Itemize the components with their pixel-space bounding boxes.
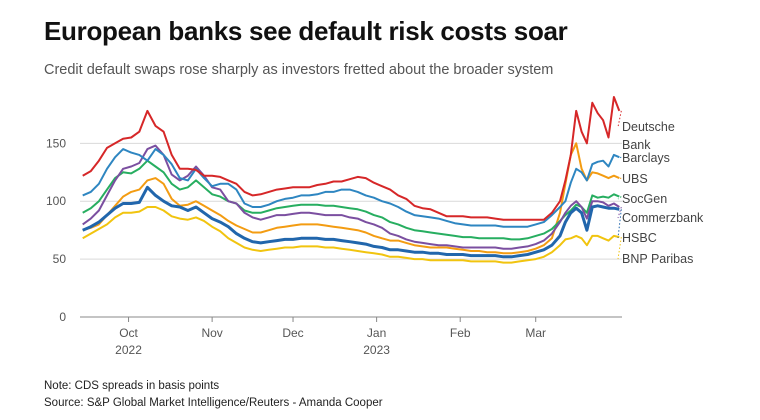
- leader-bnp-paribas: [617, 237, 622, 260]
- series-label-barclays: Barclays: [622, 151, 670, 165]
- units-note: Note: CDS spreads in basis points: [44, 380, 220, 392]
- series-line-ubs: [82, 142, 620, 255]
- series-label-hsbc: HSBC: [622, 231, 657, 245]
- series-label-ubs: UBS: [622, 172, 648, 186]
- x-tick-year-label: 2022: [115, 343, 142, 357]
- chart-title: European banks see default risk costs so…: [44, 16, 568, 46]
- series-line-bnp-paribas: [82, 206, 620, 264]
- series-line-hsbc: [82, 185, 620, 259]
- series-label-deutsche-bank-line2: Bank: [622, 138, 651, 152]
- series-line-barclays: [82, 148, 620, 228]
- y-tick-label: 150: [46, 136, 66, 150]
- y-tick-label: 0: [59, 310, 66, 324]
- x-tick-label: Feb: [450, 326, 471, 340]
- x-tick-label: Jan: [367, 326, 386, 340]
- y-tick-label: 100: [46, 194, 66, 208]
- leader-hsbc: [617, 209, 622, 239]
- series-label-commerzbank: Commerzbank: [622, 211, 704, 225]
- series-line-socgen: [82, 159, 620, 241]
- x-tick-year-label: 2023: [363, 343, 390, 357]
- y-tick-label: 50: [53, 252, 67, 266]
- series-label-deutsche-bank-line1: Deutsche: [622, 120, 675, 134]
- series-line-commerzbank: [82, 144, 620, 250]
- source-note: Source: S&P Global Market Intelligence/R…: [44, 397, 383, 409]
- x-tick-label: Dec: [282, 326, 303, 340]
- series-line-deutsche-bank: [82, 96, 621, 221]
- leader-barclays: [617, 156, 622, 159]
- series-label-bnp-paribas: BNP Paribas: [622, 252, 693, 266]
- leader-socgen: [617, 196, 622, 200]
- leader-deutsche-bank: [617, 110, 622, 128]
- chart-subtitle: Credit default swaps rose sharply as inv…: [44, 62, 554, 78]
- leader-ubs: [617, 177, 622, 180]
- x-tick-label: Nov: [201, 326, 222, 340]
- series-label-socgen: SocGen: [622, 192, 667, 206]
- x-tick-label: Mar: [525, 326, 546, 340]
- x-tick-label: Oct: [119, 326, 138, 340]
